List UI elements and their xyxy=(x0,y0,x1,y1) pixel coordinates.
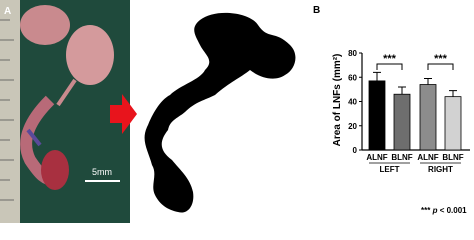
scale-bar-label: 5mm xyxy=(92,167,112,177)
significance-label: *** xyxy=(434,53,448,65)
y-tick-label: 20 xyxy=(348,122,357,131)
error-bar xyxy=(449,90,457,97)
bar xyxy=(368,80,386,151)
group-label: LEFT xyxy=(380,165,400,174)
significance-bracket xyxy=(427,63,454,70)
y-axis-title: Area of LNFs (mm²) xyxy=(332,54,343,147)
x-tick-label: BLNF xyxy=(442,153,463,162)
y-tick-label: 40 xyxy=(348,98,357,107)
group-label: RIGHT xyxy=(428,165,453,174)
panel-label: A xyxy=(4,6,11,17)
x-tick-label: ALNF xyxy=(366,153,387,162)
x-tick-label: ALNF xyxy=(417,153,438,162)
panel-label: B xyxy=(313,5,320,16)
y-tick-label: 80 xyxy=(348,49,357,58)
bar-chart: B Area of LNFs (mm²) *** p < 0.001 0 20 40… xyxy=(313,5,470,215)
specimen-photo xyxy=(0,0,130,223)
bar xyxy=(419,84,437,151)
y-tick-label: 0 xyxy=(353,146,358,155)
silhouette xyxy=(144,12,296,213)
footnote: *** p < 0.001 xyxy=(421,206,467,215)
bar xyxy=(393,93,411,151)
error-bar xyxy=(398,86,406,95)
x-tick-label: BLNF xyxy=(391,153,412,162)
error-bar xyxy=(373,71,381,81)
significance-bracket xyxy=(376,63,403,70)
figure: A 5mm B Area of LNFs (mm²) *** p < 0.001… xyxy=(0,0,470,223)
arrow xyxy=(110,94,137,134)
significance-label: *** xyxy=(383,53,397,65)
y-tick-label: 60 xyxy=(348,73,357,82)
error-bar xyxy=(424,77,432,85)
bar xyxy=(444,96,462,151)
